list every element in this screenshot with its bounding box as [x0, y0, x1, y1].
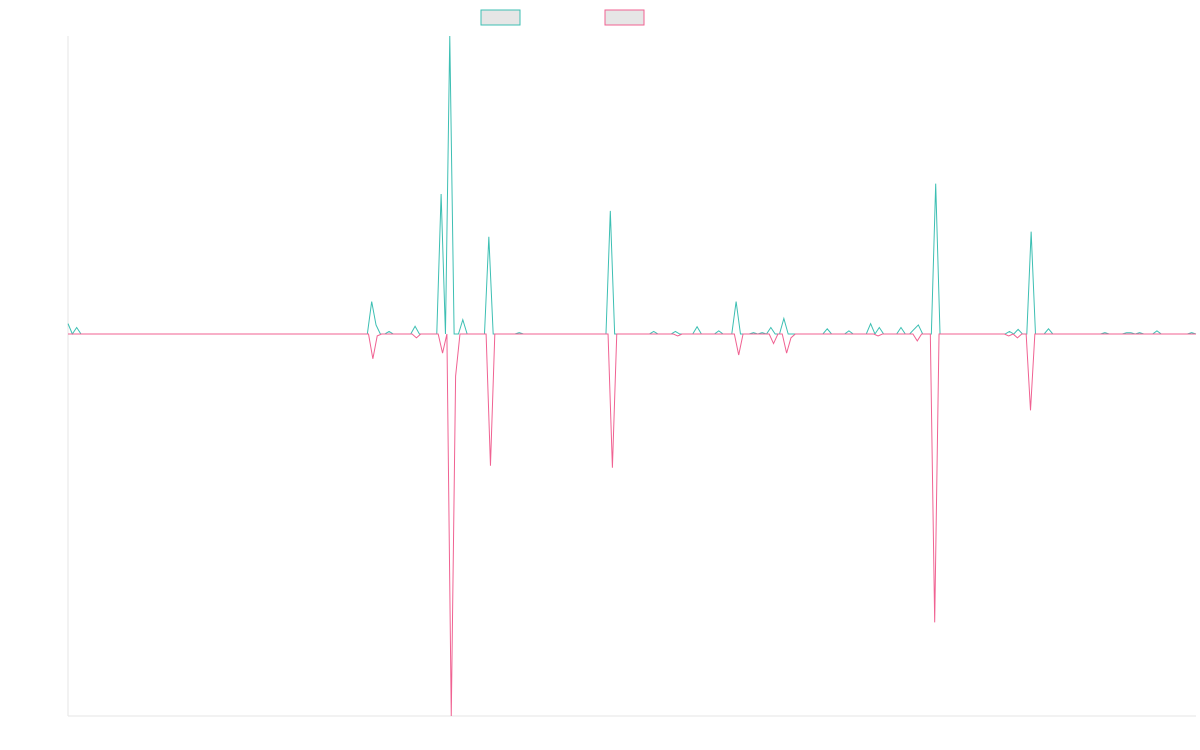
legend-swatch-series-1[interactable] [480, 9, 521, 26]
series-line-2 [68, 333, 1196, 717]
legend-swatch-series-2[interactable] [604, 9, 645, 26]
series-layer [67, 35, 1197, 717]
series-line-1 [67, 35, 1197, 336]
legend [480, 9, 645, 26]
